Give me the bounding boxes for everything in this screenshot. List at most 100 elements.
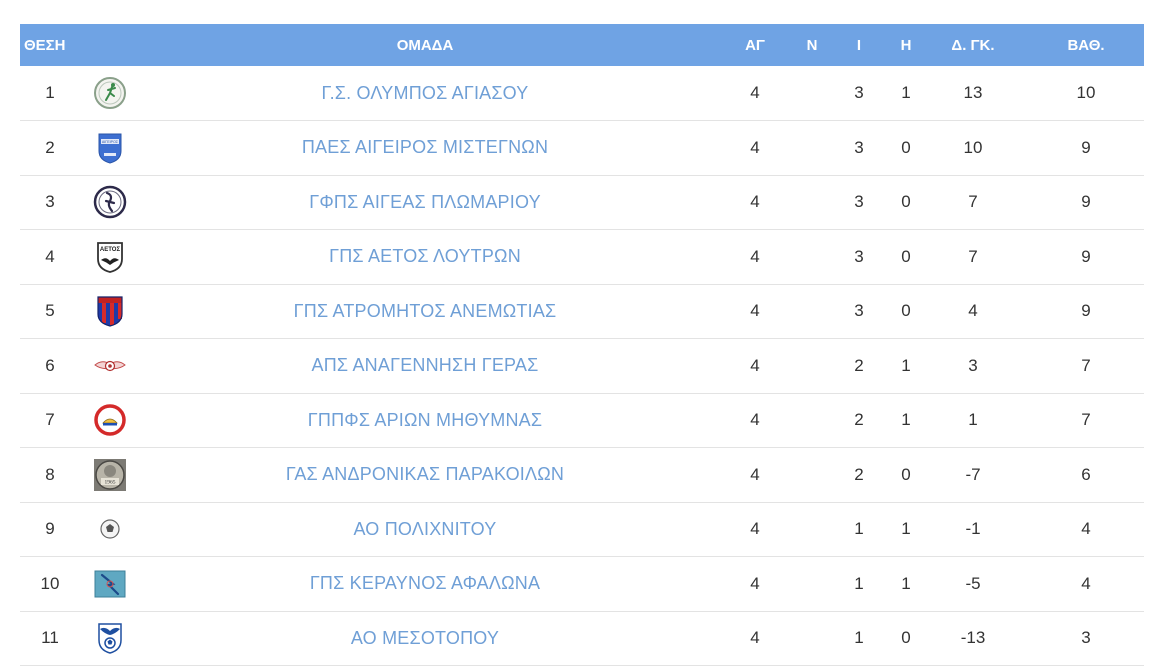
- wins-cell: 3: [854, 83, 864, 102]
- wins-cell: 3: [854, 192, 864, 212]
- table-row: 9 ΑΟ ΠΟΛΙΧΝΙΤΟΥ 4 1 1 -1 4: [20, 502, 1144, 557]
- andronikas-logo-year: 1965: [105, 479, 116, 485]
- header-losses[interactable]: Η: [900, 36, 912, 54]
- points-cell: 4: [1081, 573, 1091, 593]
- header-logo: [80, 24, 140, 66]
- draws-cell: 0: [901, 301, 911, 321]
- small-ball-crest-icon[interactable]: [93, 512, 127, 546]
- header-points[interactable]: ΒΑΘ.: [1067, 36, 1105, 54]
- goal-diff-cell: 7: [968, 246, 978, 266]
- team-name-cell: Γ.Σ. ΟΛΥΜΠΟΣ ΑΓΙΑΣΟΥ: [140, 66, 710, 121]
- team-link[interactable]: ΠΑΕΣ ΑΙΓΕΙΡΟΣ ΜΙΣΤΕΓΝΩΝ: [301, 137, 549, 158]
- header-team[interactable]: ΟΜΑΔΑ: [396, 36, 454, 54]
- logo-cell: [80, 284, 140, 339]
- blue-shield-crest-icon[interactable]: ΑΙΓΕΙΡΟΣ: [93, 131, 127, 165]
- team-link[interactable]: ΑΟ ΠΟΛΙΧΝΙΤΟΥ: [353, 518, 497, 539]
- wins-cell: 3: [854, 137, 864, 157]
- team-link[interactable]: Γ.Σ. ΟΛΥΜΠΟΣ ΑΓΙΑΣΟΥ: [321, 82, 529, 103]
- team-link[interactable]: ΓΠΣ ΑΕΤΟΣ ΛΟΥΤΡΩΝ: [329, 246, 521, 267]
- points-cell: 7: [1081, 410, 1091, 430]
- draws-cell: 0: [901, 464, 911, 484]
- team-link[interactable]: ΓΠΠΦΣ ΑΡΙΩΝ ΜΗΘΥΜΝΑΣ: [307, 409, 543, 430]
- header-goal-diff[interactable]: Δ. ΓΚ.: [951, 36, 995, 54]
- team-name-cell: ΓΠΣ ΚΕΡΑΥΝΟΣ ΑΦΑΛΩΝΑ: [140, 557, 710, 612]
- position-cell: 7: [45, 410, 55, 430]
- logo-cell: [80, 502, 140, 557]
- standings-header: ΘΕΣΗ ΟΜΑΔΑ ΑΓ Ν Ι Η Δ. ΓΚ. ΒΑΘ.: [20, 24, 1144, 66]
- header-wins[interactable]: Ν: [806, 36, 818, 54]
- eagle-shield-crest-icon[interactable]: ΑΕΤΟΣ: [93, 240, 127, 274]
- position-cell: 8: [45, 464, 55, 484]
- team-link[interactable]: ΓΠΣ ΚΕΡΑΥΝΟΣ ΑΦΑΛΩΝΑ: [309, 573, 541, 594]
- team-link[interactable]: ΓΠΣ ΑΤΡΟΜΗΤΟΣ ΑΝΕΜΩΤΙΑΣ: [293, 300, 557, 321]
- team-link[interactable]: ΑΠΣ ΑΝΑΓΕΝΝΗΣΗ ΓΕΡΑΣ: [311, 355, 539, 376]
- team-name-cell: ΓΠΣ ΑΕΤΟΣ ΛΟΥΤΡΩΝ: [140, 230, 710, 285]
- aetos-logo-text: ΑΕΤΟΣ: [100, 247, 121, 253]
- wins-cell: 2: [854, 355, 864, 375]
- header-row: ΘΕΣΗ ΟΜΑΔΑ ΑΓ Ν Ι Η Δ. ΓΚ. ΒΑΘ.: [20, 24, 1144, 66]
- logo-cell: [80, 339, 140, 394]
- played-cell: 4: [750, 192, 760, 212]
- goal-diff-cell: 1: [968, 410, 978, 430]
- header-played[interactable]: ΑΓ: [745, 36, 765, 54]
- logo-cell: [80, 611, 140, 666]
- wings-crest-icon[interactable]: [93, 349, 127, 383]
- team-link[interactable]: ΓΑΣ ΑΝΔΡΟΝΙΚΑΣ ΠΑΡΑΚΟΙΛΩΝ: [285, 464, 565, 485]
- team-name-cell: ΑΟ ΜΕΣΟΤΟΠΟΥ: [140, 611, 710, 666]
- goal-diff-cell: -7: [965, 464, 981, 484]
- draws-cell: 0: [901, 137, 911, 157]
- played-cell: 4: [750, 83, 760, 102]
- draws-cell: 0: [901, 246, 911, 266]
- header-position[interactable]: ΘΕΣΗ: [24, 36, 66, 54]
- blue-eagle-shield-crest-icon[interactable]: [93, 621, 127, 655]
- team-link[interactable]: ΓΦΠΣ ΑΙΓΕΑΣ ΠΛΩΜΑΡΙΟΥ: [309, 191, 541, 212]
- runner-crest-icon[interactable]: [93, 76, 127, 110]
- played-cell: 4: [750, 301, 760, 321]
- goal-diff-cell: 7: [968, 192, 978, 212]
- logo-cell: [80, 393, 140, 448]
- draws-cell: 1: [901, 573, 911, 593]
- points-cell: 9: [1081, 192, 1091, 212]
- table-row: 3 ΓΦΠΣ ΑΙΓΕΑΣ ΠΛΩΜΑΡΙΟΥ 4 3 0 7 9: [20, 175, 1144, 230]
- table-row: 8 1965 ΓΑΣ ΑΝΔΡΟΝΙΚΑΣ ΠΑΡΑΚΟΙΛΩΝ 4 2: [20, 448, 1144, 503]
- goal-diff-cell: -1: [965, 519, 981, 539]
- red-ring-crest-icon[interactable]: [93, 403, 127, 437]
- draws-cell: 1: [901, 519, 911, 539]
- played-cell: 4: [750, 573, 760, 593]
- grey-seal-crest-icon[interactable]: 1965: [93, 458, 127, 492]
- standings-table: ΘΕΣΗ ΟΜΑΔΑ ΑΓ Ν Ι Η Δ. ΓΚ. ΒΑΘ. 1: [20, 24, 1144, 666]
- wins-cell: 2: [854, 410, 864, 430]
- aigeiros-logo-text: ΑΙΓΕΙΡΟΣ: [102, 140, 119, 144]
- logo-cell: [80, 175, 140, 230]
- wins-cell: 3: [854, 246, 864, 266]
- goal-diff-cell: 4: [968, 301, 978, 321]
- wins-cell: 1: [854, 628, 864, 648]
- striped-shield-crest-icon[interactable]: [93, 294, 127, 328]
- points-cell: 7: [1081, 355, 1091, 375]
- header-draws[interactable]: Ι: [856, 36, 862, 54]
- goal-diff-cell: -5: [965, 573, 981, 593]
- draws-cell: 0: [901, 192, 911, 212]
- table-row: 10 ΓΠΣ ΚΕΡΑΥΝΟΣ ΑΦΑΛΩΝΑ 4 1 1 -5 4: [20, 557, 1144, 612]
- team-name-cell: ΠΑΕΣ ΑΙΓΕΙΡΟΣ ΜΙΣΤΕΓΝΩΝ: [140, 121, 710, 176]
- played-cell: 4: [750, 464, 760, 484]
- table-row: 4 ΑΕΤΟΣ ΓΠΣ ΑΕΤΟΣ ΛΟΥΤΡΩΝ 4 3 0 7 9: [20, 230, 1144, 285]
- draws-cell: 1: [901, 355, 911, 375]
- played-cell: 4: [750, 246, 760, 266]
- team-name-cell: ΑΠΣ ΑΝΑΓΕΝΝΗΣΗ ΓΕΡΑΣ: [140, 339, 710, 394]
- played-cell: 4: [750, 519, 760, 539]
- table-row: 5 ΓΠΣ ΑΤΡΟΜΗΤΟΣ ΑΝΕΜΩΤΙΑΣ 4 3: [20, 284, 1144, 339]
- team-name-cell: ΑΟ ΠΟΛΙΧΝΙΤΟΥ: [140, 502, 710, 557]
- wins-cell: 1: [854, 519, 864, 539]
- points-cell: 6: [1081, 464, 1091, 484]
- draws-cell: 0: [901, 628, 911, 648]
- table-row: 6 ΑΠΣ ΑΝΑΓΕΝΝΗΣΗ ΓΕΡΑΣ 4 2 1 3 7: [20, 339, 1144, 394]
- goal-diff-cell: -13: [960, 628, 986, 648]
- table-row: 2 ΑΙΓΕΙΡΟΣ ΠΑΕΣ ΑΙΓΕΙΡΟΣ ΜΙΣΤΕΓΝΩΝ 4 3 0: [20, 121, 1144, 176]
- team-name-cell: ΓΑΣ ΑΝΔΡΟΝΙΚΑΣ ΠΑΡΑΚΟΙΛΩΝ: [140, 448, 710, 503]
- logo-cell: [80, 66, 140, 121]
- played-cell: 4: [750, 137, 760, 157]
- teal-square-crest-icon[interactable]: [93, 567, 127, 601]
- round-emblem-crest-icon[interactable]: [93, 185, 127, 219]
- team-link[interactable]: ΑΟ ΜΕΣΟΤΟΠΟΥ: [350, 627, 500, 648]
